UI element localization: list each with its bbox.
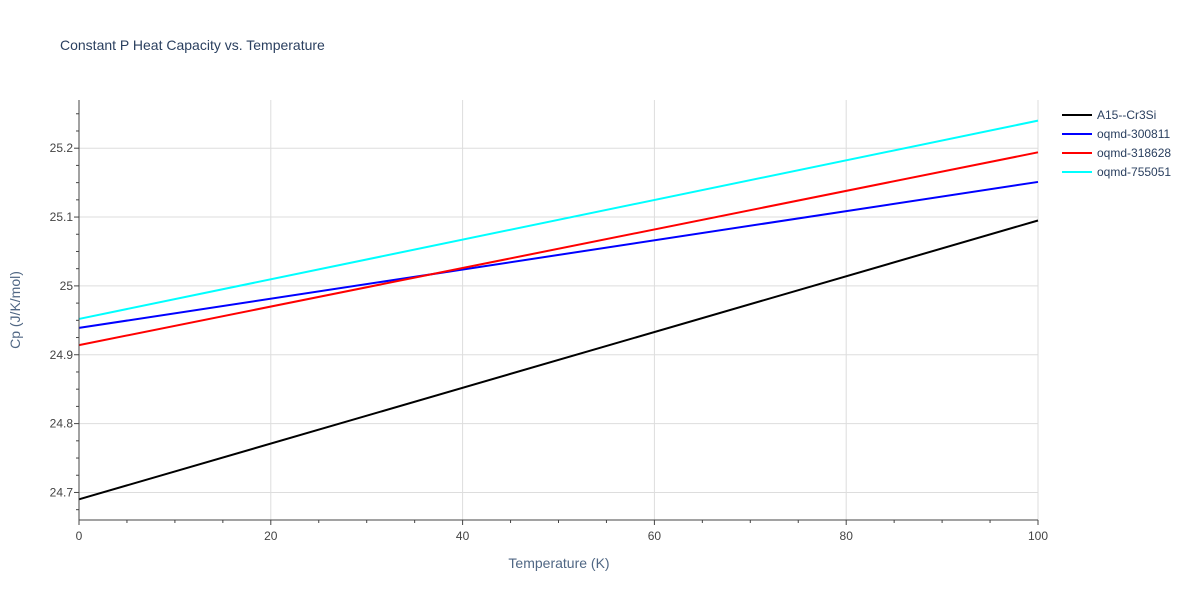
series-layer xyxy=(78,119,1039,501)
y-tick-label: 24.7 xyxy=(50,485,74,499)
x-axis-title: Temperature (K) xyxy=(508,555,609,571)
series-line-oqmd-755051[interactable] xyxy=(78,119,1039,320)
x-tick-label: 100 xyxy=(1028,529,1048,543)
legend-item-oqmd-755051[interactable]: oqmd-755051 xyxy=(1062,165,1171,179)
y-tick-label: 25.2 xyxy=(50,141,74,155)
series-line-oqmd-318628[interactable] xyxy=(78,151,1039,347)
axis-layer: 0 20 40 60 80 100 24.7 24.8 24.9 25 25.1 25.2 xyxy=(50,100,1048,543)
legend-label: oqmd-318628 xyxy=(1097,146,1171,160)
legend-item-oqmd-318628[interactable]: oqmd-318628 xyxy=(1062,146,1171,160)
legend[interactable]: A15--Cr3Si oqmd-300811 oqmd-318628 oqmd-755… xyxy=(1062,108,1171,179)
legend-item-oqmd-300811[interactable]: oqmd-300811 xyxy=(1062,127,1170,141)
series-line-A15--Cr3Si[interactable] xyxy=(78,219,1039,501)
series-line-oqmd-300811[interactable] xyxy=(78,180,1039,329)
x-tick-label: 20 xyxy=(264,529,278,543)
y-tick-label: 25 xyxy=(60,279,74,293)
x-tick-label: 80 xyxy=(840,529,854,543)
x-tick-label: 60 xyxy=(648,529,662,543)
y-tick-label: 24.9 xyxy=(50,348,74,362)
x-tick-label: 0 xyxy=(76,529,83,543)
chart-title: Constant P Heat Capacity vs. Temperature xyxy=(60,37,325,53)
legend-label: A15--Cr3Si xyxy=(1097,108,1156,122)
legend-label: oqmd-300811 xyxy=(1097,127,1170,141)
grid-layer xyxy=(79,100,1039,520)
y-axis-title: Cp (J/K/mol) xyxy=(7,271,23,349)
legend-label: oqmd-755051 xyxy=(1097,165,1171,179)
y-tick-label: 24.8 xyxy=(50,417,74,431)
x-tick-label: 40 xyxy=(456,529,470,543)
y-tick-label: 25.1 xyxy=(50,210,74,224)
legend-item-A15--Cr3Si[interactable]: A15--Cr3Si xyxy=(1062,108,1156,122)
